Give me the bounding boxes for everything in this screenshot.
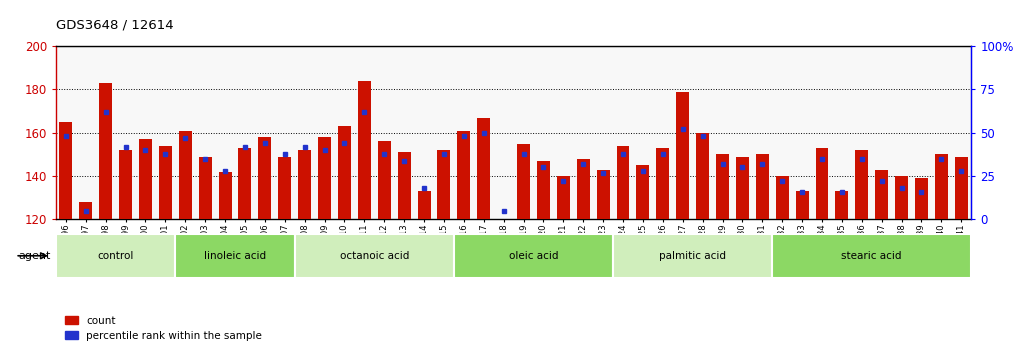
- Bar: [59, 122, 72, 219]
- Bar: [616, 146, 630, 219]
- Legend: count, percentile rank within the sample: count, percentile rank within the sample: [61, 312, 266, 345]
- Text: oleic acid: oleic acid: [508, 251, 558, 261]
- Text: agent: agent: [18, 251, 51, 261]
- Bar: [776, 176, 788, 219]
- Bar: [895, 176, 908, 219]
- Bar: [876, 170, 888, 219]
- Bar: [279, 156, 291, 219]
- Bar: [613, 234, 772, 278]
- Bar: [298, 150, 311, 219]
- Bar: [398, 152, 411, 219]
- Bar: [239, 148, 251, 219]
- Bar: [295, 234, 454, 278]
- Bar: [437, 150, 451, 219]
- Bar: [557, 176, 570, 219]
- Bar: [139, 139, 152, 219]
- Bar: [175, 234, 295, 278]
- Bar: [795, 191, 809, 219]
- Bar: [179, 131, 192, 219]
- Text: linoleic acid: linoleic acid: [204, 251, 266, 261]
- Bar: [697, 133, 709, 219]
- Text: GDS3648 / 12614: GDS3648 / 12614: [56, 19, 174, 32]
- Bar: [100, 83, 112, 219]
- Bar: [835, 191, 848, 219]
- Bar: [955, 156, 968, 219]
- Bar: [258, 137, 272, 219]
- Bar: [597, 170, 609, 219]
- Bar: [454, 234, 613, 278]
- Bar: [477, 118, 490, 219]
- Bar: [159, 146, 172, 219]
- Text: palmitic acid: palmitic acid: [659, 251, 726, 261]
- Text: octanoic acid: octanoic acid: [340, 251, 409, 261]
- Bar: [358, 81, 371, 219]
- Bar: [377, 141, 391, 219]
- Bar: [816, 148, 829, 219]
- Bar: [219, 172, 232, 219]
- Bar: [517, 144, 530, 219]
- Bar: [855, 150, 869, 219]
- Bar: [676, 92, 690, 219]
- Bar: [756, 154, 769, 219]
- Bar: [935, 154, 948, 219]
- Bar: [119, 150, 132, 219]
- Text: control: control: [98, 251, 134, 261]
- Bar: [915, 178, 928, 219]
- Bar: [458, 131, 470, 219]
- Bar: [198, 156, 212, 219]
- Bar: [56, 234, 175, 278]
- Bar: [537, 161, 550, 219]
- Text: stearic acid: stearic acid: [841, 251, 902, 261]
- Bar: [418, 191, 430, 219]
- Bar: [716, 154, 729, 219]
- Bar: [637, 165, 650, 219]
- Bar: [318, 137, 331, 219]
- Bar: [338, 126, 351, 219]
- Bar: [79, 202, 93, 219]
- Bar: [736, 156, 749, 219]
- Bar: [656, 148, 669, 219]
- Bar: [577, 159, 590, 219]
- Bar: [772, 234, 971, 278]
